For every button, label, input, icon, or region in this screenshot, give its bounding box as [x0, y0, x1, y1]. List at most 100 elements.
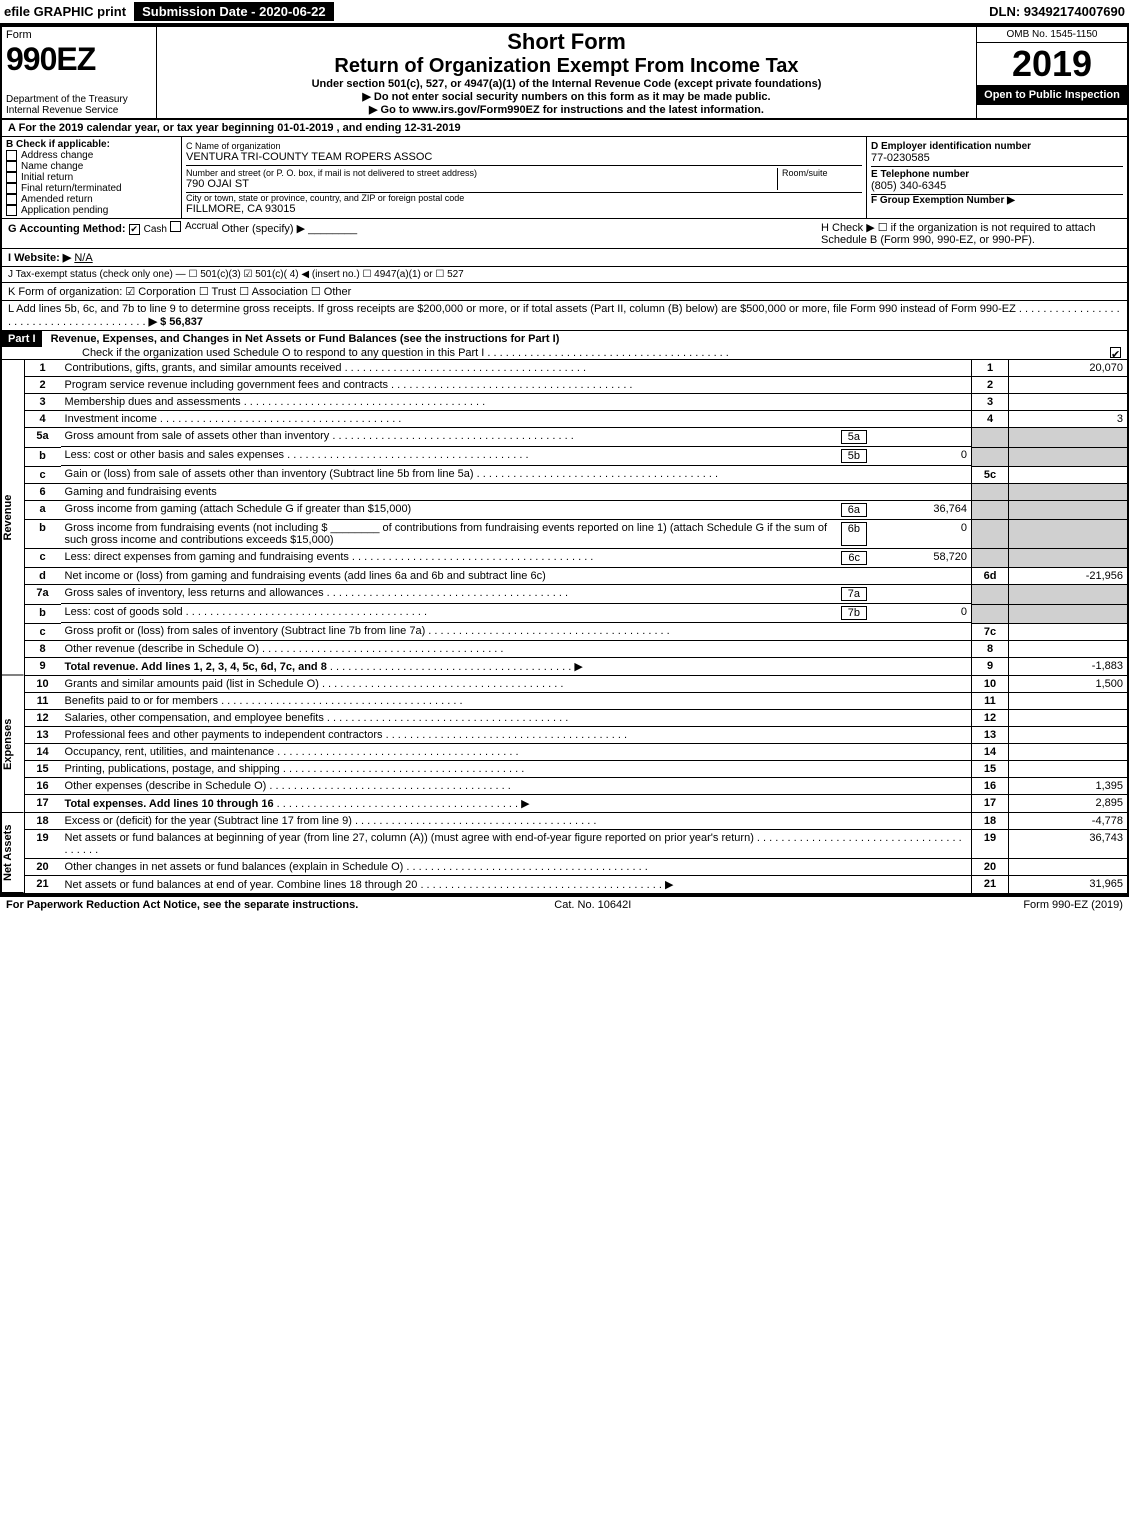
part1-checkbox[interactable]: ✔ [1110, 347, 1121, 358]
check-application-pending[interactable]: Application pending [6, 205, 177, 216]
org-name: VENTURA TRI-COUNTY TEAM ROPERS ASSOC [186, 151, 862, 163]
box-d-label: D Employer identification number [871, 141, 1123, 152]
box-g-other: Other (specify) ▶ [221, 223, 305, 235]
org-street: 790 OJAI ST [186, 178, 777, 190]
title-return: Return of Organization Exempt From Incom… [161, 55, 972, 78]
val-17: 2,895 [1009, 794, 1129, 812]
expenses-table: 10Grants and similar amounts paid (list … [24, 676, 1129, 813]
section-revenue-label: Revenue [2, 360, 24, 676]
box-c-street-label: Number and street (or P. O. box, if mail… [186, 168, 777, 178]
website: N/A [74, 252, 92, 264]
check-address-change[interactable]: Address change [6, 150, 177, 161]
box-f-label: F Group Exemption Number ▶ [871, 195, 1123, 206]
val-6b: 0 [867, 522, 967, 546]
val-7c [1009, 623, 1129, 640]
box-e-label: E Telephone number [871, 169, 1123, 180]
footer-left: For Paperwork Reduction Act Notice, see … [6, 899, 358, 911]
title-block: Short Form Return of Organization Exempt… [157, 27, 977, 118]
val-14 [1009, 743, 1129, 760]
check-cash[interactable]: Cash [129, 224, 167, 235]
box-g-label: G Accounting Method: [8, 223, 126, 235]
line-l-val: ▶ $ 56,837 [149, 316, 203, 328]
netassets-table: 18Excess or (deficit) for the year (Subt… [24, 813, 1129, 895]
ein: 77-0230585 [871, 152, 1123, 164]
part1-check: Check if the organization used Schedule … [2, 347, 1127, 359]
box-c-room-label: Room/suite [782, 168, 862, 178]
val-18: -4,778 [1009, 813, 1129, 830]
val-6a: 36,764 [867, 503, 967, 517]
val-12 [1009, 709, 1129, 726]
val-16: 1,395 [1009, 777, 1129, 794]
form-word: Form [6, 29, 152, 41]
val-10: 1,500 [1009, 676, 1129, 693]
open-inspection: Open to Public Inspection [977, 85, 1127, 105]
val-6c: 58,720 [867, 551, 967, 565]
efile-label[interactable]: efile GRAPHIC print [4, 4, 126, 19]
line-g-h: G Accounting Method: Cash Accrual Other … [0, 219, 1129, 249]
val-15 [1009, 760, 1129, 777]
val-4: 3 [1009, 411, 1129, 428]
title-short-form: Short Form [161, 29, 972, 55]
irs-label: Internal Revenue Service [6, 105, 152, 116]
dln: DLN: 93492174007690 [989, 4, 1125, 19]
box-def: D Employer identification number 77-0230… [867, 137, 1127, 218]
omb-number: OMB No. 1545-1150 [977, 27, 1127, 43]
line-l: L Add lines 5b, 6c, and 7b to line 9 to … [0, 301, 1129, 331]
val-2 [1009, 377, 1129, 394]
val-5a [867, 430, 967, 444]
part1-title: Revenue, Expenses, and Changes in Net As… [45, 331, 566, 347]
org-city: FILLMORE, CA 93015 [186, 203, 862, 215]
val-13 [1009, 726, 1129, 743]
line-i: I Website: ▶ N/A [0, 249, 1129, 267]
check-final-return[interactable]: Final return/terminated [6, 183, 177, 194]
warn-link[interactable]: Go to www.irs.gov/Form990EZ for instruct… [161, 103, 972, 116]
footer-mid: Cat. No. 10642I [554, 899, 631, 911]
warn-ssn: Do not enter social security numbers on … [161, 90, 972, 103]
val-3 [1009, 394, 1129, 411]
val-9: -1,883 [1009, 657, 1129, 675]
dept-label: Department of the Treasury [6, 94, 152, 105]
box-h: H Check ▶ ☐ if the organization is not r… [821, 221, 1121, 246]
check-accrual[interactable]: Accrual [170, 221, 218, 232]
box-c: C Name of organization VENTURA TRI-COUNT… [182, 137, 867, 218]
val-8 [1009, 640, 1129, 657]
val-21: 31,965 [1009, 875, 1129, 894]
val-11 [1009, 692, 1129, 709]
form-number: 990EZ [6, 41, 152, 78]
section-expenses-label: Expenses [2, 676, 24, 813]
box-b-heading: B Check if applicable: [6, 139, 177, 150]
val-19: 36,743 [1009, 829, 1129, 858]
line-l-text: L Add lines 5b, 6c, and 7b to line 9 to … [8, 303, 1016, 315]
val-20 [1009, 858, 1129, 875]
box-c-city-label: City or town, state or province, country… [186, 193, 862, 203]
val-7a [867, 587, 967, 601]
page-footer: For Paperwork Reduction Act Notice, see … [0, 895, 1129, 913]
subtitle: Under section 501(c), 527, or 4947(a)(1)… [161, 78, 972, 90]
part1-header: Part I Revenue, Expenses, and Changes in… [0, 331, 1129, 360]
year-block: OMB No. 1545-1150 2019 Open to Public In… [977, 27, 1127, 118]
val-1: 20,070 [1009, 360, 1129, 377]
box-c-name-label: C Name of organization [186, 141, 862, 151]
line-a-text: For the 2019 calendar year, or tax year … [19, 122, 461, 134]
tax-year: 2019 [977, 43, 1127, 85]
revenue-table: 1Contributions, gifts, grants, and simil… [24, 360, 1129, 676]
line-a: A For the 2019 calendar year, or tax yea… [0, 120, 1129, 137]
box-b: B Check if applicable: Address change Na… [2, 137, 182, 218]
form-id-block: Form 990EZ Department of the Treasury In… [2, 27, 157, 118]
val-6d: -21,956 [1009, 568, 1129, 585]
footer-right: Form 990-EZ (2019) [1023, 899, 1123, 911]
section-netassets-label: Net Assets [2, 813, 24, 893]
top-bar: efile GRAPHIC print Submission Date - 20… [0, 0, 1129, 25]
val-7b: 0 [867, 606, 967, 620]
check-initial-return[interactable]: Initial return [6, 172, 177, 183]
check-name-change[interactable]: Name change [6, 161, 177, 172]
section-bcdef: B Check if applicable: Address change Na… [0, 137, 1129, 219]
val-5b: 0 [867, 449, 967, 463]
form-header: Form 990EZ Department of the Treasury In… [0, 25, 1129, 120]
check-amended-return[interactable]: Amended return [6, 194, 177, 205]
line-j: J Tax-exempt status (check only one) — ☐… [0, 267, 1129, 283]
val-5c [1009, 466, 1129, 483]
telephone: (805) 340-6345 [871, 180, 1123, 192]
submission-date: Submission Date - 2020-06-22 [134, 2, 334, 21]
line-k: K Form of organization: ☑ Corporation ☐ … [0, 283, 1129, 301]
